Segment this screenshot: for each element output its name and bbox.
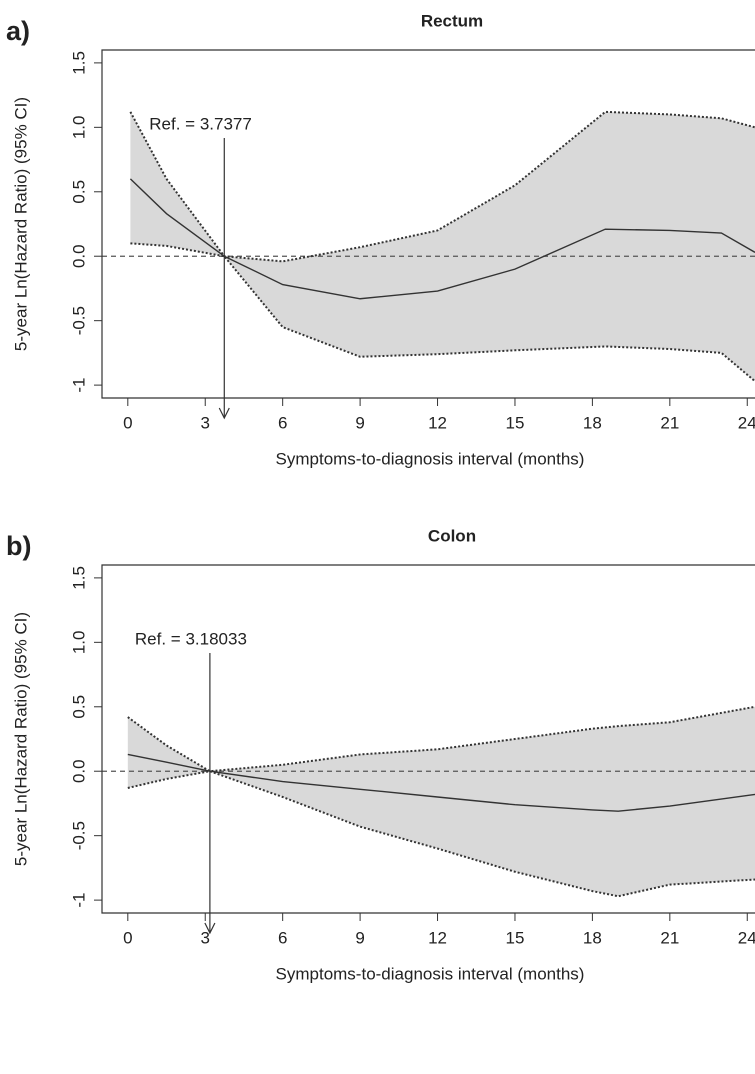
ci-band	[127, 706, 755, 897]
x-tick-label: 15	[506, 928, 525, 947]
y-tick-label: -1	[69, 378, 88, 393]
chart-title: Rectum	[421, 11, 483, 30]
ci-upper	[127, 705, 755, 773]
x-tick-label: 12	[428, 928, 447, 947]
ci-band	[130, 111, 755, 382]
estimate-line	[127, 753, 755, 812]
estimate-line	[129, 178, 755, 300]
panel-label: a)	[6, 16, 30, 46]
x-tick-label: 6	[278, 928, 287, 947]
y-axis-label: 5-year Ln(Hazard Ratio) (95% CI)	[11, 97, 30, 351]
x-tick-label: 0	[123, 928, 132, 947]
ci-upper	[129, 110, 755, 263]
axes-frame	[101, 49, 755, 399]
y-tick-label: 0.0	[69, 244, 88, 268]
ref-arrowhead	[218, 407, 230, 420]
x-tick-label: 6	[278, 413, 287, 432]
x-tick-label: 24	[738, 928, 755, 947]
ref-arrowhead	[204, 922, 216, 935]
y-tick-label: 1.5	[69, 51, 88, 75]
x-tick-label: 18	[583, 928, 602, 947]
y-tick-label: 1.0	[69, 116, 88, 140]
x-tick-label: 9	[355, 928, 364, 947]
y-tick-label: 0.0	[69, 759, 88, 783]
x-tick-label: 0	[123, 413, 132, 432]
x-tick-label: 3	[201, 413, 210, 432]
ref-label: Ref. = 3.7377	[149, 114, 252, 133]
x-axis-label: Symptoms-to-diagnosis interval (months)	[276, 449, 585, 468]
ref-label: Ref. = 3.18033	[135, 629, 247, 648]
y-tick-label: -1	[69, 893, 88, 908]
y-tick-label: 0.5	[69, 180, 88, 204]
x-tick-label: 15	[506, 413, 525, 432]
x-tick-label: 9	[355, 413, 364, 432]
axes-frame	[101, 564, 755, 914]
y-tick-label: 1.0	[69, 631, 88, 655]
x-tick-label: 12	[428, 413, 447, 432]
panel: a) Rectum 5-year Ln(Hazard Ratio) (95% CI)…	[6, 11, 755, 468]
x-axis-label: Symptoms-to-diagnosis interval (months)	[276, 964, 585, 983]
y-axis-label: 5-year Ln(Hazard Ratio) (95% CI)	[11, 612, 30, 866]
y-tick-label: 0.5	[69, 695, 88, 719]
x-tick-label: 3	[201, 928, 210, 947]
y-tick-label: 1.5	[69, 566, 88, 590]
panel-label: b)	[6, 531, 31, 561]
y-tick-label: -0.5	[69, 306, 88, 335]
ci-lower	[130, 242, 755, 383]
chart-title: Colon	[428, 526, 476, 545]
x-tick-label: 18	[583, 413, 602, 432]
y-tick-label: -0.5	[69, 821, 88, 850]
x-tick-label: 21	[660, 413, 679, 432]
ci-lower	[127, 770, 755, 898]
panel: b) Colon 5-year Ln(Hazard Ratio) (95% CI) S…	[6, 526, 755, 983]
x-tick-label: 21	[660, 928, 679, 947]
x-tick-label: 24	[738, 413, 755, 432]
